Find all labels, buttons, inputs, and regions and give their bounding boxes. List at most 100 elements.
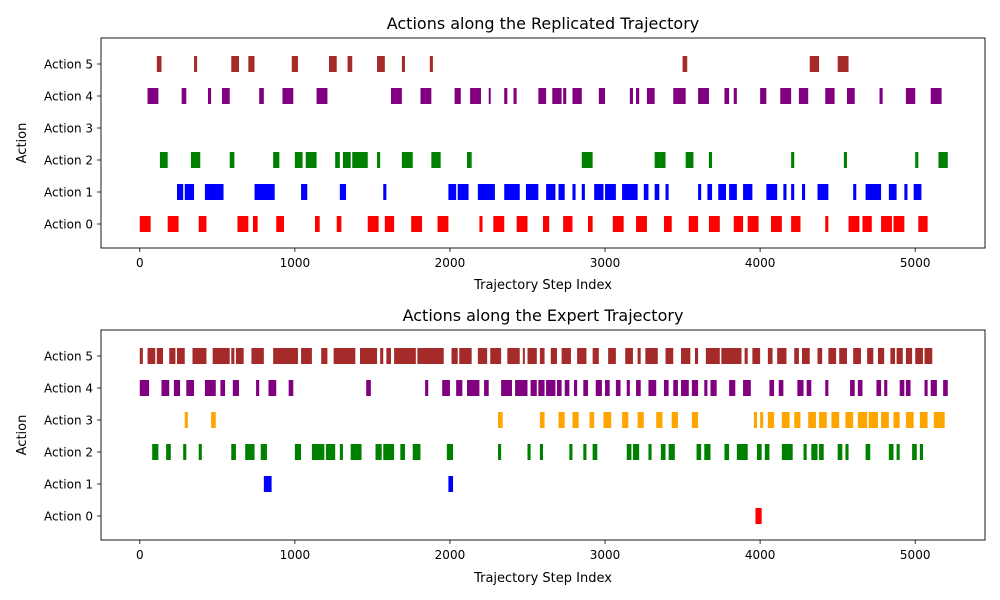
action-bar	[766, 184, 778, 200]
action-bar	[938, 152, 948, 168]
action-bar	[504, 184, 520, 200]
action-bar	[877, 348, 885, 364]
action-bar	[192, 348, 207, 364]
action-bar	[671, 412, 678, 428]
action-bar	[648, 380, 657, 396]
action-bar	[321, 348, 328, 364]
x-tick-label: 1000	[280, 256, 311, 270]
action-bar	[592, 444, 598, 460]
action-bar	[263, 476, 272, 492]
action-bar	[569, 444, 573, 460]
action-bar	[147, 348, 156, 364]
action-bar	[159, 152, 168, 168]
x-tick-label: 2000	[435, 548, 466, 562]
action-bar	[273, 348, 298, 364]
action-bar	[825, 380, 829, 396]
action-bar	[383, 184, 387, 200]
action-bar	[905, 88, 916, 104]
action-bar	[736, 444, 748, 460]
action-bar	[876, 380, 882, 396]
action-bar	[401, 56, 405, 72]
action-bar	[184, 184, 195, 200]
action-bar	[724, 88, 730, 104]
action-bar	[527, 348, 537, 364]
action-bar	[380, 348, 384, 364]
action-bar	[288, 380, 294, 396]
action-bar	[412, 444, 421, 460]
action-bar	[636, 216, 647, 232]
action-bar	[161, 380, 170, 396]
action-bar	[595, 380, 602, 396]
action-bar	[915, 152, 919, 168]
y-tick-label: Action 1	[44, 186, 93, 200]
action-bar	[760, 88, 767, 104]
action-bar	[729, 184, 737, 200]
action-bar	[328, 56, 337, 72]
action-bar	[881, 216, 892, 232]
action-bar	[654, 184, 660, 200]
action-bar	[539, 412, 545, 428]
action-bar	[176, 184, 184, 200]
action-bar	[890, 348, 896, 364]
action-bar	[865, 184, 882, 200]
action-bar	[400, 444, 405, 460]
y-tick-label: Action 0	[44, 510, 93, 524]
action-bar	[425, 380, 429, 396]
action-bar	[367, 216, 379, 232]
action-bar	[477, 348, 488, 364]
action-bar	[798, 88, 809, 104]
action-bar	[845, 444, 849, 460]
action-bar	[904, 184, 908, 200]
tick-labels: Action 0 Action 1 Action 2 Action 3 Action 4…	[44, 350, 931, 563]
action-bar	[733, 88, 737, 104]
action-bar	[853, 348, 861, 364]
action-bar	[437, 216, 449, 232]
chart-title: Actions along the Expert Trajectory	[403, 306, 684, 325]
action-bar	[152, 444, 159, 460]
action-bar	[384, 216, 395, 232]
action-bar	[477, 184, 495, 200]
action-bar	[558, 412, 565, 428]
action-bar	[347, 56, 353, 72]
action-marks	[139, 56, 948, 232]
x-tick-label: 2000	[435, 256, 466, 270]
action-bar	[581, 184, 585, 200]
action-bar	[251, 348, 264, 364]
action-bar	[446, 444, 454, 460]
action-bar	[235, 348, 244, 364]
action-bar	[190, 152, 201, 168]
action-bar	[879, 88, 883, 104]
action-bar	[208, 88, 212, 104]
action-bar	[865, 444, 871, 460]
action-bar	[744, 348, 748, 364]
action-bar	[605, 380, 610, 396]
action-bar	[305, 152, 317, 168]
action-bar	[915, 348, 923, 364]
action-bar	[919, 412, 928, 428]
action-bar	[490, 348, 502, 364]
action-bar	[539, 348, 545, 364]
action-bar	[260, 444, 267, 460]
action-bar	[781, 444, 793, 460]
action-bar	[924, 380, 928, 396]
action-bar	[394, 348, 416, 364]
action-bar	[431, 152, 441, 168]
action-bar	[220, 380, 226, 396]
action-bar	[681, 348, 691, 364]
action-bar	[139, 216, 151, 232]
action-bar	[888, 184, 897, 200]
action-bar	[375, 444, 382, 460]
action-bar	[696, 444, 702, 460]
action-bar	[442, 380, 450, 396]
action-bar	[589, 412, 595, 428]
action-bar	[525, 184, 539, 200]
action-bar	[543, 216, 550, 232]
action-bar	[808, 412, 816, 428]
action-bar	[273, 152, 280, 168]
action-bar	[605, 184, 616, 200]
action-bar	[632, 444, 640, 460]
action-bar	[681, 380, 689, 396]
action-bar	[896, 348, 903, 364]
action-bar	[333, 348, 356, 364]
action-bar	[254, 184, 275, 200]
